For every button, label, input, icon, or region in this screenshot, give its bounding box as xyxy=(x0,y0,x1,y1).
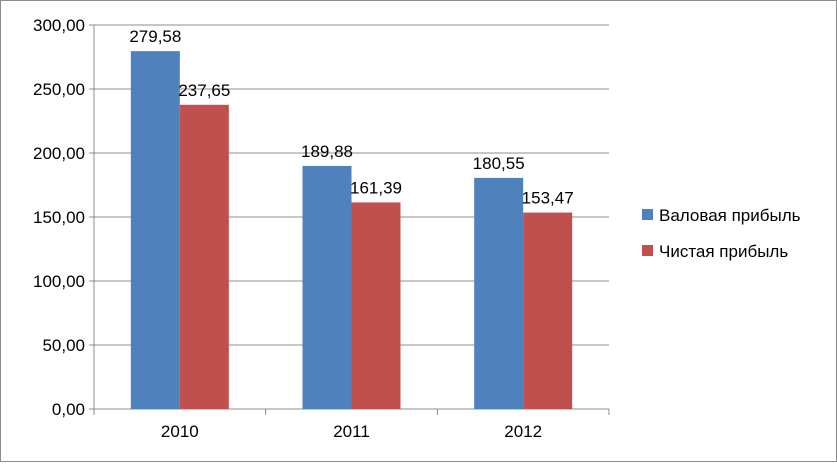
y-tick-label: 50,00 xyxy=(42,336,85,355)
y-tick-label: 250,00 xyxy=(33,80,85,99)
legend-swatch xyxy=(642,209,653,220)
data-label: 237,65 xyxy=(178,81,230,100)
y-tick-label: 0,00 xyxy=(52,400,85,419)
data-label: 153,47 xyxy=(522,189,574,208)
bar xyxy=(130,51,180,409)
bar xyxy=(474,177,524,409)
bar xyxy=(302,165,352,409)
data-label: 279,58 xyxy=(129,27,181,46)
bar xyxy=(179,104,229,410)
y-tick-label: 200,00 xyxy=(33,144,85,163)
x-tick-label: 2011 xyxy=(333,422,370,441)
data-labels: 279,58 237,65 189,88 161,39 180,55 153,47 xyxy=(129,27,573,207)
data-label: 180,55 xyxy=(473,154,525,173)
bars xyxy=(130,51,573,410)
legend-label: Валовая прибыль xyxy=(659,206,801,225)
y-tick-label: 150,00 xyxy=(33,208,85,227)
legend: Валовая прибыль Чистая прибыль xyxy=(642,206,801,261)
bar xyxy=(351,202,401,409)
data-label: 161,39 xyxy=(350,178,402,197)
x-tick-label: 2010 xyxy=(161,422,199,441)
data-label: 189,88 xyxy=(301,142,353,161)
legend-label: Чистая прибыль xyxy=(659,242,788,261)
x-tick-label: 2012 xyxy=(504,422,542,441)
y-tick-label: 300,00 xyxy=(33,16,85,35)
bar xyxy=(523,212,573,409)
legend-swatch xyxy=(642,245,653,256)
y-tick-label: 100,00 xyxy=(33,272,85,291)
